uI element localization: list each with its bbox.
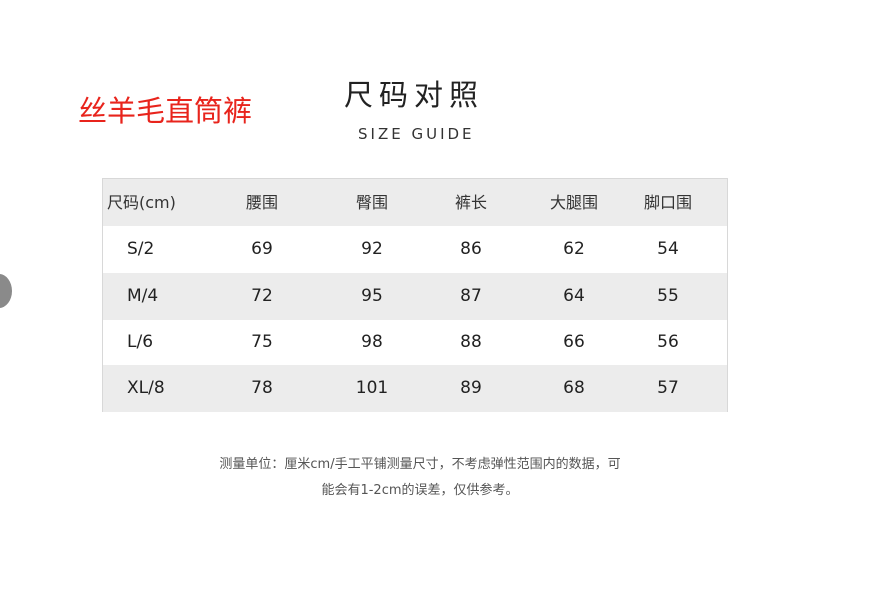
column-header: 裤长 [454, 193, 488, 212]
column-header: 腰围 [245, 193, 279, 212]
measurement-cell: 88 [460, 332, 482, 352]
table-row: XL/8 78 101 89 68 57 [103, 365, 727, 412]
table-row: S/2 69 92 86 62 54 [103, 226, 727, 273]
column-header: 脚口围 [643, 193, 693, 212]
column-header: 尺码(cm) [107, 193, 176, 212]
column-header: 大腿围 [549, 193, 599, 212]
measurement-cell: 101 [355, 378, 389, 398]
size-label: M/4 [127, 286, 159, 306]
note-line: 测量单位：厘米cm/手工平铺测量尺寸，不考虑弹性范围内的数据，可 [219, 457, 621, 472]
column-header: 臀围 [355, 193, 389, 212]
measurement-cell: 68 [563, 378, 585, 398]
size-table: 尺码(cm) 腰围 臀围 裤长 大腿围 脚口围 S/2 69 92 86 62 54 M/4 72 95 87… [102, 178, 728, 412]
measurement-cell: 98 [361, 332, 383, 352]
measurement-cell: 87 [460, 286, 482, 306]
note-line: 能会有1-2cm的误差，仅供参考。 [321, 483, 519, 498]
measurement-cell: 69 [251, 239, 273, 259]
measurement-cell: 72 [251, 286, 273, 306]
measurement-note: 测量单位：厘米cm/手工平铺测量尺寸，不考虑弹性范围内的数据，可 能会有1-2c… [150, 452, 690, 504]
size-label: S/2 [127, 239, 155, 259]
size-label: L/6 [127, 332, 154, 352]
measurement-cell: 55 [657, 286, 679, 306]
measurement-cell: 62 [563, 239, 585, 259]
measurement-cell: 86 [460, 239, 482, 259]
product-name: 丝羊毛直筒裤 [78, 94, 253, 128]
table-header-row: 尺码(cm) 腰围 臀围 裤长 大腿围 脚口围 [103, 179, 727, 226]
measurement-cell: 57 [657, 378, 679, 398]
measurement-cell: 56 [657, 332, 679, 352]
table-row: M/4 72 95 87 64 55 [103, 273, 727, 320]
measurement-cell: 78 [251, 378, 273, 398]
measurement-cell: 54 [657, 239, 679, 259]
measurement-cell: 66 [563, 332, 585, 352]
table-row: L/6 75 98 88 66 56 [103, 319, 727, 366]
measurement-cell: 95 [361, 286, 383, 306]
size-label: XL/8 [127, 378, 165, 398]
measurement-cell: 64 [563, 286, 585, 306]
side-scroll-button[interactable] [0, 274, 12, 308]
measurement-cell: 92 [361, 239, 383, 259]
measurement-cell: 75 [251, 332, 273, 352]
measurement-cell: 89 [460, 378, 482, 398]
page-subtitle: SIZE GUIDE [358, 125, 475, 143]
page-title: 尺码对照 [344, 78, 485, 112]
